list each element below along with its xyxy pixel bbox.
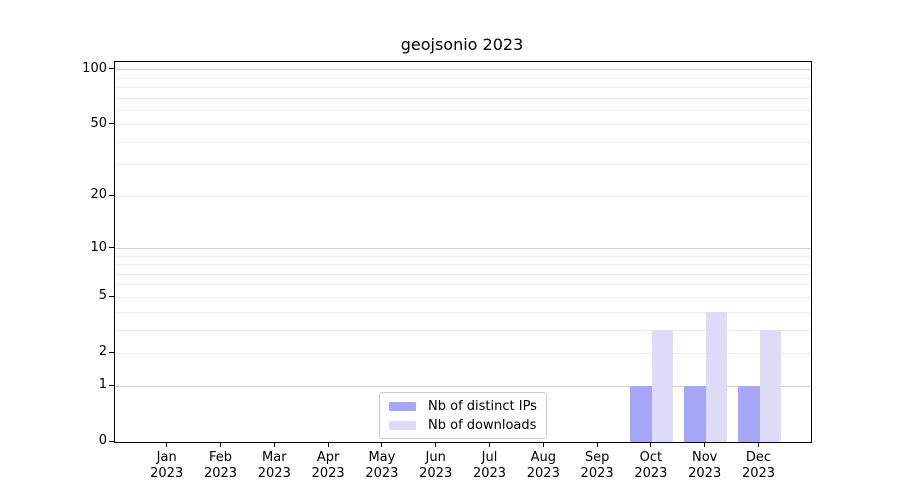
x-tick-label: Nov 2023 [688, 450, 722, 481]
grid-line-major [115, 248, 811, 250]
grid-line-minor [115, 124, 811, 126]
legend-swatch-distinct-ips [389, 401, 416, 411]
y-tick-mark [109, 68, 114, 70]
legend-label-downloads: Nb of downloads [428, 417, 537, 433]
bar [684, 386, 706, 442]
grid-line-minor [115, 255, 811, 257]
grid-line-minor [115, 164, 811, 166]
x-tick-label: Jul 2023 [472, 450, 507, 481]
y-tick-label: 5 [98, 288, 107, 304]
chart-title: geojsonio 2023 [400, 35, 524, 54]
y-tick-mark [109, 194, 114, 196]
grid-line-minor [115, 273, 811, 275]
x-tick-mark [704, 442, 706, 447]
y-tick-label: 2 [98, 344, 107, 360]
x-tick-label: Oct 2023 [634, 450, 668, 481]
bar [705, 312, 728, 442]
x-tick-label: Mar 2023 [257, 450, 291, 481]
x-tick-mark [542, 442, 544, 447]
y-tick-mark [109, 384, 114, 386]
x-tick-mark [327, 442, 329, 447]
y-tick-label: 1 [98, 377, 107, 393]
grid-line-major [115, 69, 811, 71]
grid-line-minor [115, 97, 811, 99]
grid-line-minor [115, 77, 811, 79]
legend: Nb of distinct IPs Nb of downloads [379, 392, 547, 439]
plot-area: Nb of distinct IPs Nb of downloads [114, 61, 812, 443]
bar [630, 386, 652, 442]
grid-line-minor [115, 352, 811, 354]
legend-item-downloads: Nb of downloads [389, 417, 537, 433]
grid-line-minor [115, 109, 811, 111]
grid-line-minor [115, 329, 811, 331]
x-tick-label: May 2023 [365, 450, 399, 481]
x-tick-mark [220, 442, 221, 447]
y-tick-label: 0 [98, 433, 107, 448]
x-tick-label: Jun 2023 [419, 450, 453, 481]
legend-label-distinct-ips: Nb of distinct IPs [428, 398, 537, 414]
bar [759, 330, 781, 442]
x-tick-mark [650, 442, 652, 447]
x-tick-label: Jan 2023 [150, 450, 184, 481]
y-tick-label: 20 [90, 187, 107, 203]
y-tick-label: 100 [82, 60, 107, 76]
y-tick-label: 10 [90, 239, 107, 255]
x-tick-mark [435, 442, 437, 447]
grid-line-minor [115, 86, 811, 88]
y-tick-mark [109, 123, 114, 125]
bar [651, 330, 674, 442]
x-tick-mark [273, 442, 275, 447]
bar [738, 386, 760, 442]
x-tick-mark [381, 442, 383, 447]
y-tick-mark [109, 247, 114, 249]
x-tick-label: Apr 2023 [311, 450, 345, 481]
x-tick-label: Aug 2023 [526, 450, 560, 481]
y-tick-mark [109, 295, 114, 297]
x-tick-label: Feb 2023 [203, 450, 238, 481]
legend-swatch-downloads [389, 420, 416, 430]
grid-line-minor [115, 195, 811, 197]
grid-line-minor [115, 141, 811, 143]
grid-line-minor [115, 296, 811, 298]
legend-item-distinct-ips: Nb of distinct IPs [389, 398, 537, 414]
grid-line-minor [115, 264, 811, 266]
x-tick-mark [596, 442, 598, 447]
x-tick-label: Sep 2023 [580, 450, 614, 481]
grid-line-major [115, 385, 811, 387]
x-tick-mark [489, 442, 490, 447]
y-tick-mark [109, 440, 114, 442]
x-tick-label: Dec 2023 [741, 450, 776, 481]
grid-line-minor [115, 311, 811, 313]
y-tick-mark [109, 351, 114, 353]
y-tick-label: 50 [90, 115, 107, 131]
x-tick-mark [758, 442, 759, 447]
grid-line-minor [115, 284, 811, 286]
x-tick-mark [166, 442, 168, 447]
